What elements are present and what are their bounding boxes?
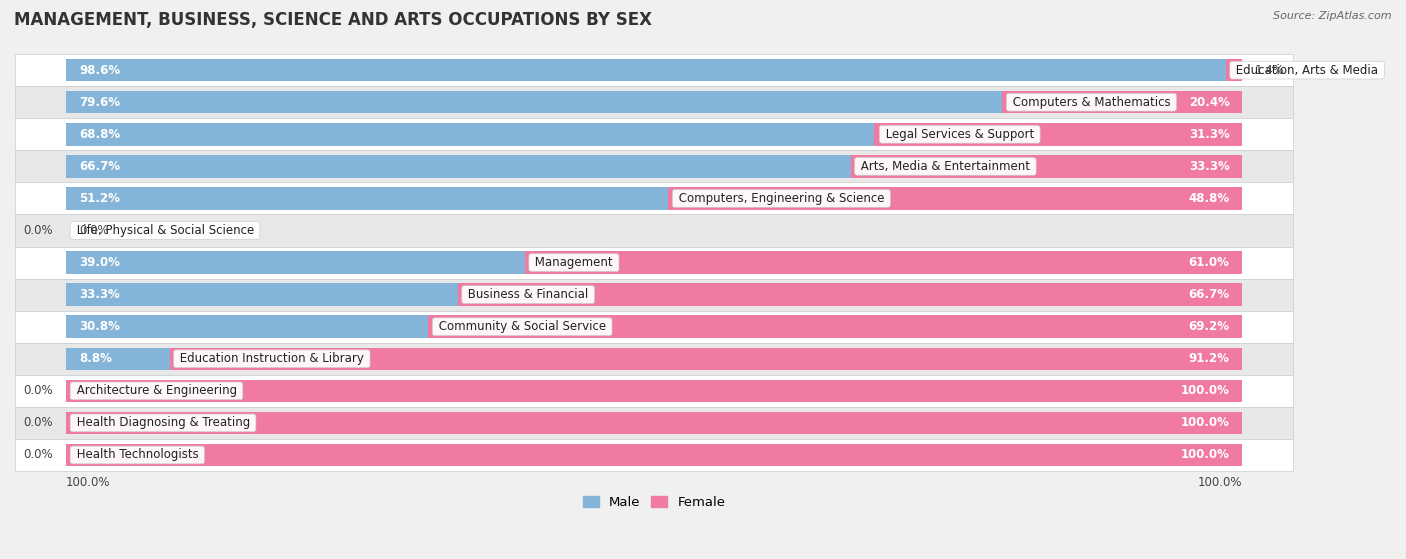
Bar xyxy=(66,444,1243,466)
Text: 61.0%: 61.0% xyxy=(1188,256,1229,269)
Bar xyxy=(66,411,1243,434)
Bar xyxy=(66,348,170,370)
Text: 8.8%: 8.8% xyxy=(79,352,112,365)
Bar xyxy=(851,155,1243,178)
Bar xyxy=(15,375,1294,407)
Bar xyxy=(66,187,668,210)
Text: 91.2%: 91.2% xyxy=(1188,352,1229,365)
Text: Source: ZipAtlas.com: Source: ZipAtlas.com xyxy=(1274,11,1392,21)
Bar xyxy=(66,91,1002,113)
Text: 39.0%: 39.0% xyxy=(79,256,120,269)
Bar xyxy=(66,380,1243,402)
Text: 0.0%: 0.0% xyxy=(24,448,53,462)
Bar xyxy=(66,252,524,274)
Bar xyxy=(15,311,1294,343)
Bar xyxy=(15,86,1294,119)
Text: Health Diagnosing & Treating: Health Diagnosing & Treating xyxy=(73,416,253,429)
Text: Education Instruction & Library: Education Instruction & Library xyxy=(176,352,367,365)
Bar xyxy=(66,155,851,178)
Text: 68.8%: 68.8% xyxy=(79,128,120,141)
Text: Arts, Media & Entertainment: Arts, Media & Entertainment xyxy=(858,160,1033,173)
Bar xyxy=(875,123,1243,145)
Text: 51.2%: 51.2% xyxy=(79,192,120,205)
Text: 0.0%: 0.0% xyxy=(24,385,53,397)
Text: Health Technologists: Health Technologists xyxy=(73,448,202,462)
Text: 100.0%: 100.0% xyxy=(1181,416,1229,429)
Bar xyxy=(15,407,1294,439)
Text: Education, Arts & Media: Education, Arts & Media xyxy=(1232,64,1382,77)
Text: 0.0%: 0.0% xyxy=(24,416,53,429)
Text: Computers & Mathematics: Computers & Mathematics xyxy=(1008,96,1174,109)
Text: 66.7%: 66.7% xyxy=(1188,288,1229,301)
Bar xyxy=(66,315,429,338)
Text: 1.4%: 1.4% xyxy=(1256,64,1285,77)
Bar xyxy=(15,343,1294,375)
Legend: Male, Female: Male, Female xyxy=(578,491,731,514)
Text: 66.7%: 66.7% xyxy=(79,160,120,173)
Bar xyxy=(524,252,1243,274)
Text: Computers, Engineering & Science: Computers, Engineering & Science xyxy=(675,192,889,205)
Text: 69.2%: 69.2% xyxy=(1188,320,1229,333)
Text: Legal Services & Support: Legal Services & Support xyxy=(882,128,1038,141)
Text: 20.4%: 20.4% xyxy=(1188,96,1229,109)
Text: Community & Social Service: Community & Social Service xyxy=(434,320,610,333)
Bar xyxy=(15,247,1294,278)
Text: 0.0%: 0.0% xyxy=(79,224,108,237)
Bar xyxy=(170,348,1243,370)
Text: 30.8%: 30.8% xyxy=(79,320,120,333)
Text: 100.0%: 100.0% xyxy=(1181,385,1229,397)
Text: Architecture & Engineering: Architecture & Engineering xyxy=(73,385,240,397)
Text: 33.3%: 33.3% xyxy=(79,288,120,301)
Bar xyxy=(1002,91,1243,113)
Bar xyxy=(668,187,1243,210)
Bar xyxy=(15,439,1294,471)
Bar xyxy=(15,150,1294,182)
Text: 0.0%: 0.0% xyxy=(24,224,53,237)
Text: 79.6%: 79.6% xyxy=(79,96,120,109)
Text: 98.6%: 98.6% xyxy=(79,64,120,77)
Text: MANAGEMENT, BUSINESS, SCIENCE AND ARTS OCCUPATIONS BY SEX: MANAGEMENT, BUSINESS, SCIENCE AND ARTS O… xyxy=(14,11,652,29)
Text: Management: Management xyxy=(531,256,617,269)
Text: 100.0%: 100.0% xyxy=(1181,448,1229,462)
Text: 33.3%: 33.3% xyxy=(1188,160,1229,173)
Text: 31.3%: 31.3% xyxy=(1188,128,1229,141)
Text: 100.0%: 100.0% xyxy=(1198,476,1243,489)
Bar xyxy=(429,315,1243,338)
Bar xyxy=(66,123,876,145)
Bar xyxy=(15,278,1294,311)
Bar xyxy=(66,283,458,306)
Text: 100.0%: 100.0% xyxy=(66,476,111,489)
Bar xyxy=(66,59,1226,82)
Bar xyxy=(15,119,1294,150)
Bar xyxy=(15,54,1294,86)
Bar xyxy=(15,215,1294,247)
Bar xyxy=(1226,59,1243,82)
Text: 48.8%: 48.8% xyxy=(1188,192,1229,205)
Text: Life, Physical & Social Science: Life, Physical & Social Science xyxy=(73,224,257,237)
Bar xyxy=(15,182,1294,215)
Bar xyxy=(458,283,1243,306)
Text: Business & Financial: Business & Financial xyxy=(464,288,592,301)
